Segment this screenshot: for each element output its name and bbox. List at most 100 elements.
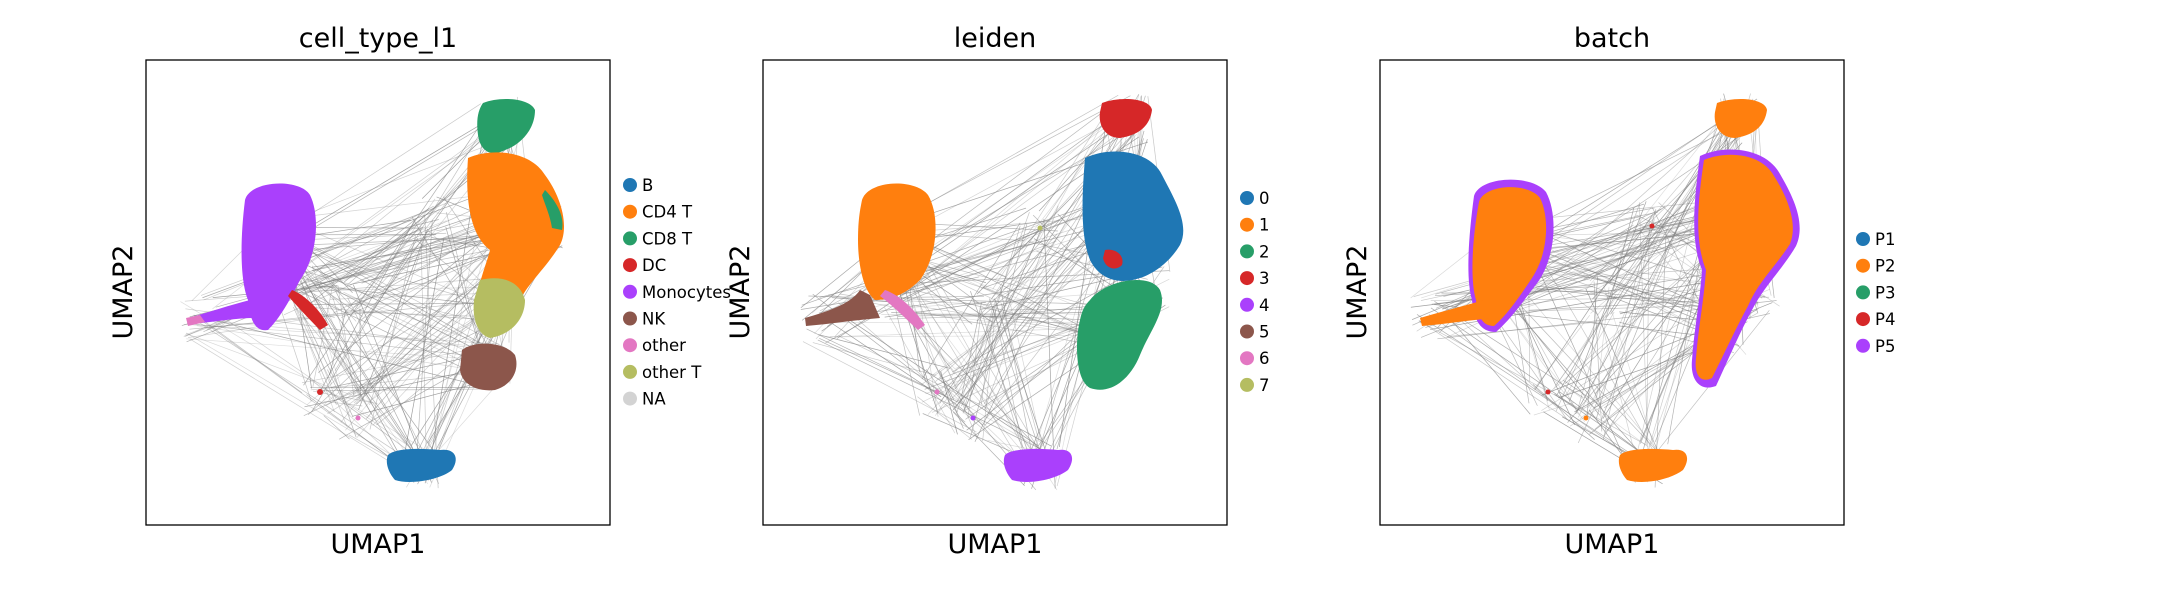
legend: 0 1 2 3 4 5 6 7 xyxy=(1240,189,1270,395)
legend-label: B xyxy=(642,176,653,195)
graph-edge xyxy=(312,279,335,387)
cluster-3-top xyxy=(1099,98,1152,138)
graph-edge xyxy=(925,368,967,427)
legend-label: DC xyxy=(642,256,666,275)
cluster-cd8-top xyxy=(477,98,535,154)
legend-label: NK xyxy=(642,310,666,329)
graph-edge xyxy=(921,222,1021,380)
graph-edge xyxy=(293,306,337,405)
graph-edge xyxy=(938,369,964,429)
graph-edge xyxy=(302,314,348,427)
graph-edge xyxy=(899,240,1057,305)
graph-edge xyxy=(1526,112,1735,299)
graph-edge xyxy=(193,314,471,384)
graph-edge xyxy=(982,309,996,442)
legend-marker xyxy=(1856,338,1870,353)
legend-label: 7 xyxy=(1259,376,1270,395)
graph-edge xyxy=(912,125,1114,288)
graph-edge xyxy=(1528,113,1732,253)
graph-edge xyxy=(1554,394,1579,411)
graph-edge xyxy=(1578,216,1669,418)
legend-label: 5 xyxy=(1259,323,1270,342)
graph-edge xyxy=(1603,284,1657,454)
graph-edge xyxy=(812,342,937,376)
legend-marker xyxy=(1240,351,1254,366)
graph-edge xyxy=(980,302,995,405)
graph-edge xyxy=(301,292,485,379)
graph-edge xyxy=(917,396,972,440)
legend-label: 1 xyxy=(1259,216,1270,235)
cluster-6 xyxy=(880,290,925,330)
legend-label: other xyxy=(642,336,686,355)
graph-edge xyxy=(1524,263,1720,306)
graph-edge xyxy=(186,338,509,362)
graph-edge xyxy=(1524,238,1636,483)
y-axis-label: UMAP2 xyxy=(1342,245,1373,340)
legend-marker xyxy=(1240,191,1254,205)
cluster-marks xyxy=(186,98,565,482)
cluster-p2-bottom xyxy=(1618,448,1688,482)
graph-edge xyxy=(1555,314,1607,386)
legend-marker xyxy=(623,258,637,273)
cluster-other xyxy=(186,315,205,326)
graph-edge xyxy=(1533,402,1575,416)
legend-label: 0 xyxy=(1259,189,1270,208)
graph-edge xyxy=(899,276,980,296)
y-axis-label: UMAP2 xyxy=(108,245,139,340)
graph-edge xyxy=(323,400,363,407)
graph-edge xyxy=(1413,209,1726,297)
graph-edge xyxy=(825,236,1023,344)
graph-edge xyxy=(961,302,982,397)
cluster-6-small xyxy=(934,389,940,395)
graph-edge xyxy=(910,136,1121,262)
cluster-p2-tail xyxy=(1420,300,1494,326)
graph-edge xyxy=(1646,219,1650,446)
graph-edge xyxy=(313,390,378,404)
graph-edge xyxy=(187,322,493,359)
graph-edge xyxy=(337,285,355,396)
graph-edge xyxy=(957,222,1047,394)
graph-edge xyxy=(978,233,1058,317)
graph-edge xyxy=(818,334,950,369)
cluster-p2-right xyxy=(1695,154,1793,380)
legend-marker xyxy=(1240,244,1254,259)
graph-edge xyxy=(332,296,361,398)
graph-edge xyxy=(1420,242,1657,338)
panel-title: batch xyxy=(1574,23,1650,54)
graph-edge xyxy=(358,228,428,411)
graph-edge xyxy=(829,326,1129,338)
graph-edge xyxy=(320,218,416,391)
graph-edge xyxy=(1558,343,1718,399)
graph-edge xyxy=(901,109,1123,297)
graph-edge xyxy=(313,307,498,322)
legend: B CD4 T CD8 T DC Monocytes NK other other T NA xyxy=(623,176,731,409)
legend-marker xyxy=(623,231,637,246)
legend-marker xyxy=(623,391,637,406)
legend-marker xyxy=(1856,258,1870,273)
graph-edge xyxy=(352,380,486,417)
graph-edge xyxy=(1533,315,1591,390)
panel-leiden: leiden UMAP1 UMAP2 0 1 2 3 4 5 6 7 xyxy=(725,23,1270,560)
graph-edge xyxy=(985,104,1123,308)
cluster-p4-small xyxy=(1545,389,1551,395)
cluster-marks xyxy=(805,98,1184,482)
x-axis-label: UMAP1 xyxy=(331,529,426,560)
graph-edge xyxy=(984,205,1059,411)
legend-label: 4 xyxy=(1259,296,1270,315)
graph-edge xyxy=(283,212,512,316)
graph-edge xyxy=(189,299,501,330)
cluster-4-small xyxy=(970,415,976,421)
cluster-monocytes-tail xyxy=(188,300,255,324)
legend-label: NA xyxy=(642,390,666,409)
graph-edge xyxy=(1585,288,1666,467)
graph-edge xyxy=(970,225,1021,396)
graph-edge xyxy=(1505,295,1601,416)
graph-edge xyxy=(1000,302,1040,443)
cluster-cd8-side xyxy=(542,190,563,230)
graph-edge xyxy=(905,292,976,421)
cluster-5 xyxy=(805,290,880,326)
graph-edge xyxy=(294,219,439,256)
graph-edge xyxy=(903,254,1103,310)
